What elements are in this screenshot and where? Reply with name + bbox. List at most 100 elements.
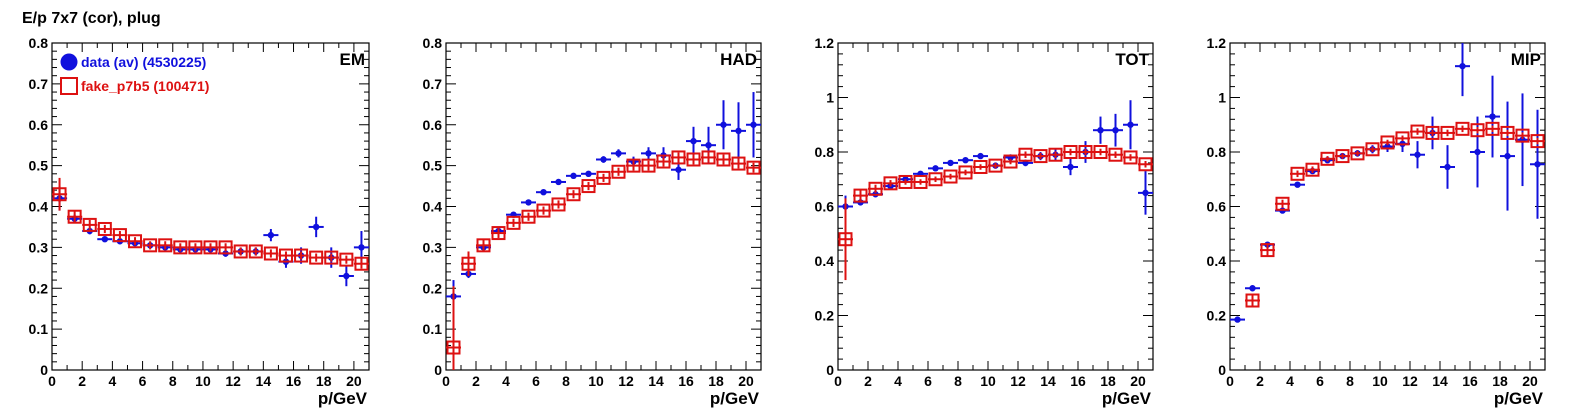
x-tick-label: 18 bbox=[316, 373, 332, 389]
x-tick-label: 4 bbox=[894, 373, 902, 389]
x-tick-label: 12 bbox=[225, 373, 241, 389]
fake-marker bbox=[248, 244, 263, 259]
x-tick-label: 0 bbox=[834, 373, 842, 389]
series-data bbox=[52, 186, 369, 287]
fake-marker bbox=[1048, 147, 1063, 162]
data-point bbox=[263, 228, 279, 242]
data-marker bbox=[1489, 113, 1496, 120]
data-point bbox=[1230, 316, 1245, 323]
data-marker bbox=[947, 159, 954, 167]
fake-point bbox=[476, 238, 491, 253]
fake-marker bbox=[143, 238, 158, 253]
x-tick-label: 12 bbox=[1010, 373, 1026, 389]
data-marker bbox=[615, 150, 622, 157]
fake-marker bbox=[1410, 124, 1425, 139]
data-point bbox=[973, 152, 988, 160]
series-fake bbox=[52, 177, 369, 271]
x-tick-label: 6 bbox=[532, 373, 540, 389]
fake-point bbox=[581, 179, 596, 194]
page-title: E/p 7x7 (cor), plug bbox=[22, 10, 161, 27]
fake-point bbox=[67, 209, 83, 224]
x-axis-label: p/GeV bbox=[1102, 389, 1152, 408]
data-marker bbox=[932, 165, 939, 172]
y-tick-label: 0.8 bbox=[29, 35, 49, 51]
x-tick-label: 16 bbox=[1462, 373, 1478, 389]
fake-point bbox=[1410, 124, 1425, 139]
fake-point bbox=[928, 172, 943, 187]
fake-marker bbox=[551, 197, 566, 212]
panel-em: 0 2 4 6 8 10 12 14 16 18 20 0 0.1 0.2 0.3 0.4 0.5 0.6 0.7 0… bbox=[29, 35, 370, 408]
fake-point bbox=[551, 197, 566, 212]
fake-marker bbox=[1093, 145, 1108, 159]
fake-point bbox=[943, 169, 958, 184]
fake-marker bbox=[1425, 125, 1440, 140]
data-marker bbox=[525, 199, 532, 206]
data-point bbox=[1455, 43, 1470, 97]
panel-mip: 0 2 4 6 8 10 12 14 16 18 20 0 0.2 0.4 0.6 0.8 1 1.2 MIP p/G… bbox=[1207, 35, 1546, 408]
fake-marker bbox=[446, 340, 461, 355]
data-point bbox=[1138, 171, 1153, 215]
fake-point bbox=[308, 250, 324, 265]
data-marker bbox=[720, 121, 727, 128]
data-marker bbox=[1249, 285, 1256, 292]
fake-marker bbox=[1455, 121, 1470, 136]
data-marker bbox=[1127, 121, 1134, 128]
fake-point bbox=[671, 150, 686, 165]
x-tick-label: 2 bbox=[864, 373, 872, 389]
fake-point bbox=[187, 240, 203, 255]
data-marker bbox=[962, 156, 969, 164]
fake-marker bbox=[1260, 243, 1275, 258]
y-tick-label: 0.4 bbox=[29, 199, 49, 215]
fake-marker bbox=[641, 158, 656, 173]
x-tick-label: 18 bbox=[1100, 373, 1116, 389]
y-tick-label: 0 bbox=[434, 362, 442, 378]
data-marker bbox=[1459, 62, 1466, 70]
fake-point bbox=[641, 158, 656, 173]
fake-point bbox=[338, 252, 354, 267]
y-tick-label: 0.4 bbox=[815, 253, 835, 269]
plot-area bbox=[446, 92, 761, 370]
panel-tot: 0 2 4 6 8 10 12 14 16 18 20 0 0.2 0.4 0.6 0.8 1 1.2 TOT p/G… bbox=[815, 35, 1154, 408]
data-marker bbox=[1414, 151, 1421, 158]
fake-marker bbox=[1078, 145, 1093, 159]
x-tick-label: 8 bbox=[169, 373, 177, 389]
y-tick-label: 0.7 bbox=[29, 76, 49, 92]
fake-marker bbox=[324, 250, 339, 265]
fake-point bbox=[1048, 147, 1063, 162]
legend-label: fake_p7b5 (100471) bbox=[81, 78, 209, 94]
data-point bbox=[536, 188, 551, 196]
data-marker bbox=[690, 137, 697, 145]
fake-marker bbox=[958, 165, 973, 180]
data-point bbox=[97, 236, 113, 243]
x-tick-label: 20 bbox=[1130, 373, 1146, 389]
fake-marker bbox=[716, 152, 731, 167]
fake-point bbox=[1485, 121, 1500, 136]
fake-marker bbox=[173, 240, 188, 255]
x-axis-label: p/GeV bbox=[1494, 389, 1544, 408]
fake-marker bbox=[188, 240, 203, 255]
fake-point bbox=[1275, 196, 1290, 211]
series-fake bbox=[1245, 121, 1545, 308]
y-tick-label: 1.2 bbox=[1207, 35, 1227, 51]
fake-point bbox=[1350, 146, 1365, 161]
fake-point bbox=[536, 203, 551, 218]
y-tick-label: 1.2 bbox=[815, 35, 835, 51]
data-point bbox=[581, 170, 596, 177]
y-tick-label: 0.8 bbox=[423, 35, 443, 51]
y-tick-label: 0.7 bbox=[423, 76, 443, 92]
x-tick-label: 8 bbox=[1346, 373, 1354, 389]
data-marker bbox=[358, 244, 365, 251]
fake-marker bbox=[853, 188, 868, 203]
fake-point bbox=[1470, 123, 1485, 138]
fake-marker bbox=[218, 240, 233, 255]
data-point bbox=[731, 102, 746, 160]
data-point bbox=[1063, 158, 1078, 176]
data-marker bbox=[1504, 152, 1511, 160]
fake-point bbox=[263, 246, 279, 261]
data-marker bbox=[267, 231, 275, 239]
fake-point bbox=[1093, 145, 1108, 159]
plot-area bbox=[52, 177, 369, 287]
fake-marker bbox=[1003, 154, 1018, 169]
fake-marker bbox=[1305, 162, 1320, 177]
x-tick-label: 14 bbox=[1432, 373, 1448, 389]
